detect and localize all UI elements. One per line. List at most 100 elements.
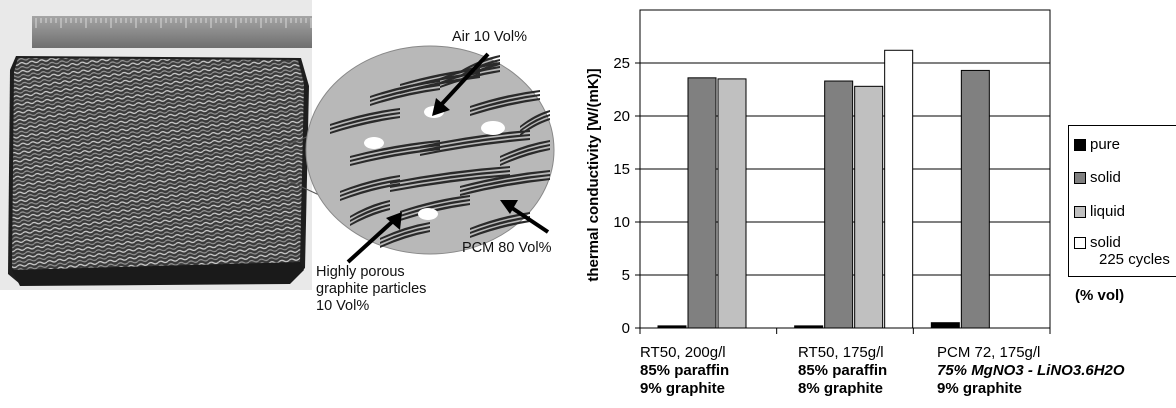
graphite-flake [400,195,470,213]
bar-liquid-2 [854,85,884,329]
chart-bars [657,49,990,329]
graphite-flake [350,144,440,162]
graphite-flake [330,108,400,126]
y-axis-label: thermal conductivity [W/(mK)] [585,68,602,281]
graphite-flake [350,204,390,222]
graphite-flake [330,112,400,130]
arrow-pcm [510,206,550,234]
legend-label-cycles-1: solid [1090,234,1121,251]
graphite-flake [420,138,530,156]
graphite-flake [400,199,470,217]
graphite-flake [470,90,540,108]
arrow-air [438,52,490,108]
graphite-flake [380,226,430,244]
category-1-line1: RT50, 200g/l [640,344,726,361]
graphite-flake [460,174,550,192]
graphite-flake [440,70,500,88]
y-tick-label: 0 [622,320,630,337]
composite-illustration [0,0,555,290]
graphite-flake [350,148,440,166]
graphite-flake [500,144,550,162]
graphite-flake [370,84,440,102]
graphite-flake [370,80,440,98]
bar-solid-225-cycles-2 [884,49,914,329]
bar-solid-3 [960,69,990,329]
graphite-flake [350,200,390,218]
category-3-line3: 9% graphite [937,380,1023,397]
graphite-flake [460,59,500,77]
bar-solid-1 [687,77,717,329]
graphite-flake [390,170,510,188]
category-1-line3: 9% graphite [640,380,726,397]
graphite-flake [440,62,500,80]
category-2-line3: 8% graphite [798,380,884,397]
graphite-flake [470,216,530,234]
legend-swatch-cycles [1074,237,1086,249]
chart-legend: pure solid liquid solid 225 cycles [1068,125,1176,277]
graphite-flake [390,166,510,184]
graphite-flakes [330,55,550,248]
category-3-line2: 75% MgNO3 - LiNO3.6H2O [937,362,1125,379]
unit-note: (% vol) [1075,287,1125,304]
graphite-flake [420,134,530,152]
graphite-flake [340,183,400,201]
legend-label-liquid: liquid [1090,203,1126,220]
y-tick-label: 25 [613,55,630,72]
arrow-graphite-head [386,212,402,230]
ruler [32,16,312,48]
graphite-flake [460,55,500,73]
category-label-1: RT50, 200g/l 85% paraffin 9% graphite [640,344,729,398]
graphite-flake [340,179,400,197]
legend-label-cycles-2: 225 cycles [1099,251,1170,268]
label-graphite-line3: 10 Vol% [316,298,370,314]
arrow-graphite [346,220,394,264]
graphite-flake [460,63,500,81]
graphite-flake [340,175,400,193]
graphite-flake [380,230,430,248]
graphite-flake [370,88,440,106]
graphite-flake [350,208,390,226]
graphite-flake [470,220,530,238]
arrow-air-head [432,98,450,116]
graphite-flake [520,114,550,132]
graphite-flake [380,222,430,240]
label-graphite-line2: graphite particles [316,281,427,297]
graphite-flake [500,148,550,166]
graphite-flake [350,140,440,158]
graphite-flake [460,170,550,188]
graphite-flake [440,66,500,84]
arrow-pcm-head [500,200,518,214]
graphite-flake [330,116,400,134]
graphite-flake [460,178,550,196]
air-pore [418,208,438,220]
category-label-2: RT50, 175g/l 85% paraffin 8% graphite [798,344,887,398]
graphite-flake [470,212,530,230]
y-tick-label: 5 [622,267,630,284]
bar-solid-2 [824,80,854,329]
bar-pure-3 [930,322,960,329]
graphite-flake [520,110,550,128]
magnified-structure [305,45,555,255]
label-air: Air 10 Vol% [452,29,527,45]
air-pore [481,121,505,135]
bar-liquid-1 [717,78,747,329]
graphite-flake [470,94,540,112]
graphite-flake [420,130,530,148]
graphite-flake [400,203,470,221]
legend-label-pure: pure [1090,136,1121,153]
legend-swatch-solid [1074,172,1086,184]
legend-swatch-pure [1074,139,1086,151]
y-tick-label: 20 [613,108,630,125]
thermal-conductivity-chart: 0 5 10 15 20 25 thermal conductivity [W/(mK)] [585,9,1051,337]
graphite-flake [390,174,510,192]
legend-swatch-liquid [1074,206,1086,218]
graphite-flake [470,98,540,116]
y-tick-label: 15 [613,161,630,178]
category-2-line2: 85% paraffin [798,362,888,379]
category-label-3: PCM 72, 175g/l 75% MgNO3 - LiNO3.6H2O 9%… [937,344,1125,398]
composite-block [8,56,309,286]
chart-axes: 0 5 10 15 20 25 [613,9,1051,337]
category-3-line1: PCM 72, 175g/l [937,344,1041,361]
air-pore [364,137,384,149]
label-graphite-line1: Highly porous [316,264,405,280]
